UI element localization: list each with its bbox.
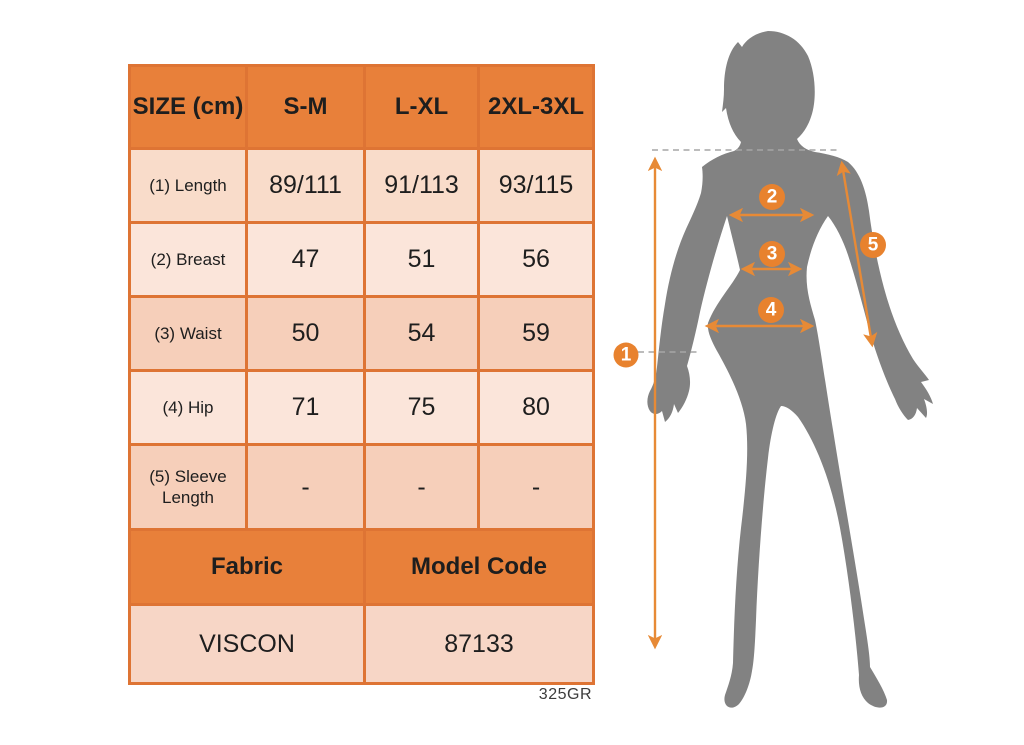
marker-3: 3: [759, 241, 785, 267]
row-label: (4) Hip: [128, 369, 248, 446]
table-row-breast: (2) Breast 47 51 56: [128, 221, 595, 298]
row-label: (2) Breast: [128, 221, 248, 298]
marker-4-number: 4: [766, 300, 777, 321]
column-header-2xl3xl: 2XL-3XL: [477, 64, 595, 150]
info-header-row: Fabric Model Code: [128, 528, 595, 606]
marker-3-number: 3: [767, 244, 778, 265]
marker-5: 5: [860, 232, 886, 258]
size-value: 75: [363, 369, 480, 446]
size-value: 93/115: [477, 147, 595, 224]
table-row-sleeve-length: (5) Sleeve Length - - -: [128, 443, 595, 531]
marker-1: 1: [613, 342, 639, 368]
size-value: -: [245, 443, 366, 531]
row-label: (1) Length: [128, 147, 248, 224]
fabric-value: VISCON: [128, 603, 366, 685]
marker-5-number: 5: [868, 235, 879, 256]
marker-2-number: 2: [767, 187, 778, 208]
row-label: (3) Waist: [128, 295, 248, 372]
info-value-row: VISCON 87133: [128, 603, 595, 685]
size-value: 59: [477, 295, 595, 372]
size-value: 56: [477, 221, 595, 298]
size-value: 80: [477, 369, 595, 446]
size-value: 89/111: [245, 147, 366, 224]
table-row-waist: (3) Waist 50 54 59: [128, 295, 595, 372]
corner-header-size-cm: SIZE (cm): [128, 64, 248, 150]
weight-label: 325GR: [538, 686, 592, 703]
body-silhouette: [647, 31, 933, 708]
fabric-header: Fabric: [128, 528, 366, 606]
model-code-header: Model Code: [363, 528, 595, 606]
size-value: -: [363, 443, 480, 531]
column-header-lxl: L-XL: [363, 64, 480, 150]
sleeve-arrow: [836, 160, 878, 348]
marker-4: 4: [758, 297, 784, 323]
size-value: -: [477, 443, 595, 531]
size-value: 91/113: [363, 147, 480, 224]
size-value: 54: [363, 295, 480, 372]
size-chart-table: SIZE (cm) S-M L-XL 2XL-3XL (1) Length 89…: [128, 64, 595, 685]
marker-1-number: 1: [621, 345, 632, 366]
size-guide-figure: 1 2 3 4 5: [613, 31, 933, 708]
size-value: 50: [245, 295, 366, 372]
row-label: (5) Sleeve Length: [128, 443, 248, 531]
size-value: 51: [363, 221, 480, 298]
column-header-sm: S-M: [245, 64, 366, 150]
table-row-length: (1) Length 89/111 91/113 93/115: [128, 147, 595, 224]
table-row-hip: (4) Hip 71 75 80: [128, 369, 595, 446]
model-code-value: 87133: [363, 603, 595, 685]
size-value: 71: [245, 369, 366, 446]
size-value: 47: [245, 221, 366, 298]
marker-2: 2: [759, 184, 785, 210]
table-header-row: SIZE (cm) S-M L-XL 2XL-3XL: [128, 64, 595, 150]
